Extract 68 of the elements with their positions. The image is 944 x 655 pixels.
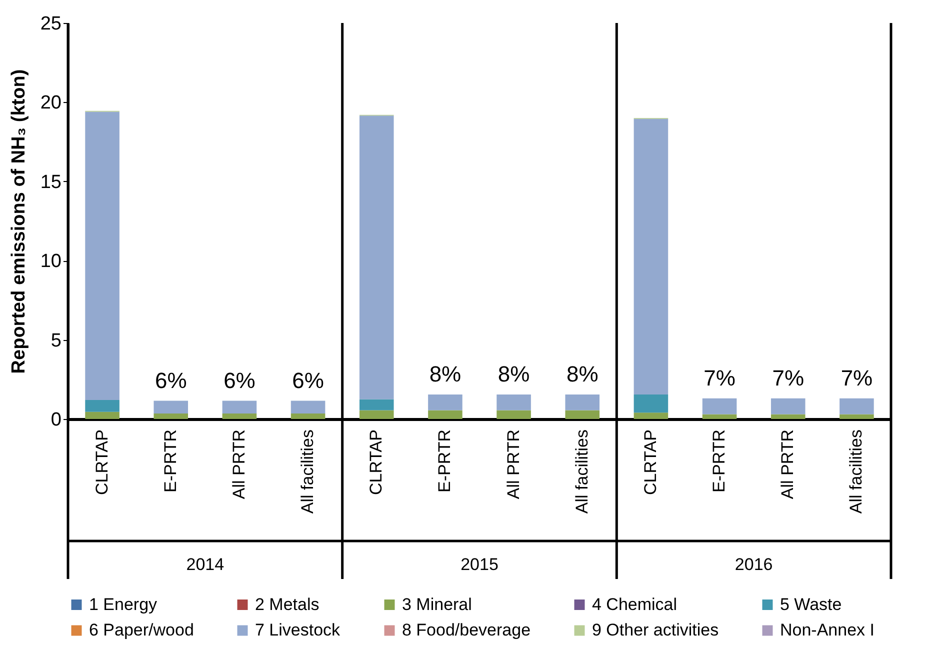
bar xyxy=(565,410,600,419)
x-tick-label: CLRTAP xyxy=(366,430,386,496)
bar xyxy=(359,116,394,400)
annotation: 7% xyxy=(772,365,804,390)
bar xyxy=(634,118,668,394)
bar xyxy=(702,398,737,414)
legend-label: 3 Mineral xyxy=(402,594,472,614)
annotation: 6% xyxy=(154,368,187,393)
bar xyxy=(770,398,806,414)
x-tick-label: E-PRTR xyxy=(435,430,454,492)
y-tick-label: 0 xyxy=(50,410,62,430)
bar xyxy=(496,410,531,419)
annotation: 7% xyxy=(704,365,736,390)
legend-label: 8 Food/beverage xyxy=(402,620,531,640)
bar xyxy=(290,400,326,414)
annotation: 8% xyxy=(498,361,530,386)
annotation: 8% xyxy=(566,361,598,386)
bar xyxy=(840,398,874,414)
bar xyxy=(154,413,188,419)
legend-label: Non-Annex I xyxy=(780,620,874,640)
legend-label: 9 Other activities xyxy=(592,620,719,640)
annotation: 6% xyxy=(292,368,324,393)
bar xyxy=(634,412,668,419)
x-tick-label: All facilities xyxy=(572,430,592,514)
bar xyxy=(222,413,257,419)
bar xyxy=(565,394,600,410)
bar xyxy=(840,414,874,419)
x-tick-label: All PRTR xyxy=(504,430,523,500)
bar xyxy=(290,413,326,419)
legend-label: 6 Paper/wood xyxy=(89,620,194,640)
annotation: 8% xyxy=(429,361,462,386)
x-tick-label: CLRTAP xyxy=(640,430,660,496)
bar xyxy=(428,394,462,410)
annotation: 6% xyxy=(224,368,256,393)
annotation: 7% xyxy=(840,365,873,390)
bar xyxy=(359,410,394,419)
bar xyxy=(496,394,531,410)
x-tick-label: All PRTR xyxy=(778,430,798,500)
x-tick-label: E-PRTR xyxy=(160,430,180,492)
y-tick-label: 5 xyxy=(50,330,62,352)
legend-label: 4 Chemical xyxy=(592,594,678,614)
bar xyxy=(85,112,120,400)
x-tick-label: CLRTAP xyxy=(92,430,112,496)
legend-label: 5 Waste xyxy=(780,594,842,614)
legend-label: 1 Energy xyxy=(89,594,158,614)
y-tick-label: 25 xyxy=(40,14,62,34)
bar xyxy=(770,414,806,419)
bar xyxy=(428,410,462,419)
bar xyxy=(85,412,120,419)
bar xyxy=(634,394,668,413)
y-tick-label: 20 xyxy=(40,92,62,114)
legend-label: 7 Livestock xyxy=(255,620,341,640)
bar xyxy=(702,414,737,419)
text: 2014 xyxy=(186,555,224,574)
y-tick-label: 15 xyxy=(40,172,62,193)
text: 2016 xyxy=(734,555,773,574)
bar xyxy=(222,400,257,414)
legend-label: 2 Metals xyxy=(255,594,320,614)
y-axis-title: Reported emissions of NH₃ (kton) xyxy=(8,69,30,374)
y-tick-label: 10 xyxy=(40,251,62,272)
x-tick-label: All facilities xyxy=(846,430,866,514)
bar xyxy=(359,399,394,410)
bar xyxy=(154,400,188,414)
x-tick-label: E-PRTR xyxy=(710,430,729,492)
x-tick-label: All facilities xyxy=(298,430,318,514)
x-tick-label: All PRTR xyxy=(229,430,248,500)
bar xyxy=(85,400,120,412)
text: 2015 xyxy=(460,555,498,574)
